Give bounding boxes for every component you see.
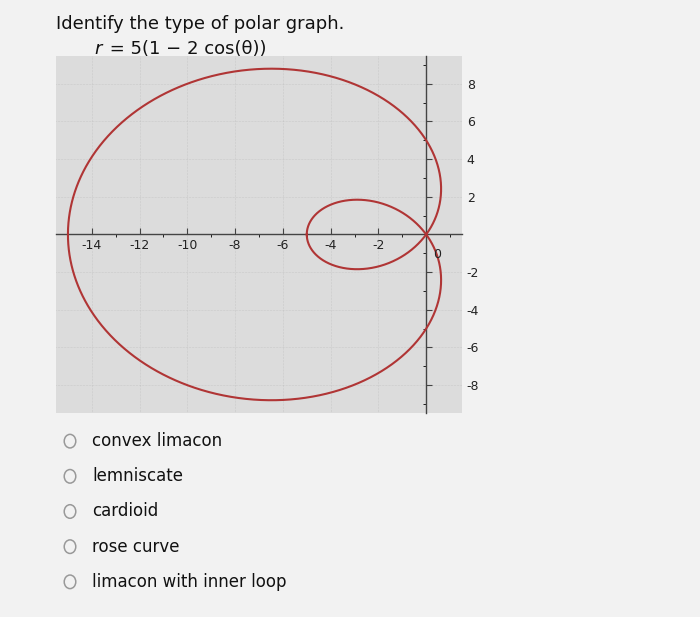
Text: limacon with inner loop: limacon with inner loop [92, 573, 287, 591]
Text: r: r [94, 40, 102, 58]
Text: lemniscate: lemniscate [92, 467, 183, 486]
Text: Identify the type of polar graph.: Identify the type of polar graph. [56, 15, 344, 33]
Text: cardioid: cardioid [92, 502, 159, 521]
Text: = 5(1 − 2 cos(θ)): = 5(1 − 2 cos(θ)) [104, 40, 266, 58]
Text: convex limacon: convex limacon [92, 432, 223, 450]
Text: 0: 0 [433, 247, 441, 260]
Text: rose curve: rose curve [92, 537, 180, 556]
